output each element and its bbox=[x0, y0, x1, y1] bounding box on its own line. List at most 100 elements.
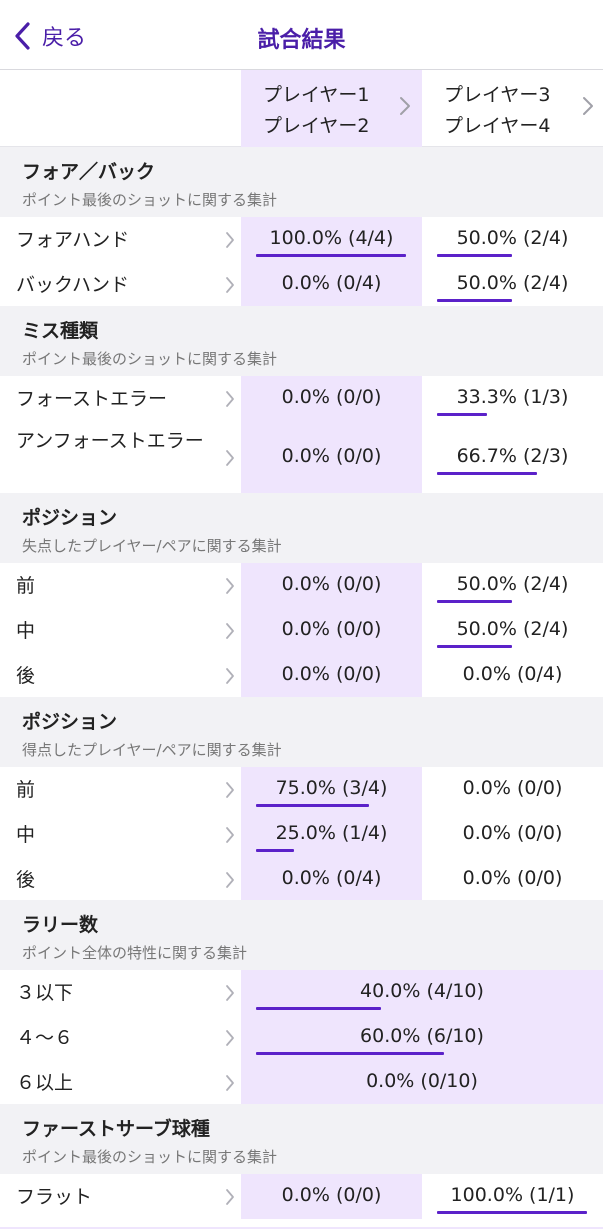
stat-cell: 0.0% (0/0) bbox=[422, 857, 603, 902]
stat-row[interactable]: 75.0% (3/4) 0.0% (0/0) 前 bbox=[0, 767, 603, 812]
row-label: 後 bbox=[16, 868, 36, 891]
stat-row[interactable]: 0.0% (0/0) 33.3% (1/3) フォーストエラー bbox=[0, 376, 603, 421]
player-column-team-2[interactable]: プレイヤー3 プレイヤー4 bbox=[422, 70, 603, 147]
stat-cell: 100.0% (1/1) bbox=[422, 1174, 603, 1219]
percentage-bar bbox=[256, 803, 369, 807]
section-subtitle: ポイント最後のショットに関する集計 bbox=[22, 1148, 278, 1166]
stat-value: 0.0% (0/0) bbox=[281, 385, 382, 408]
navigation-bar: 戻る 試合結果 bbox=[0, 0, 603, 70]
section-subtitle: 失点したプレイヤー/ペアに関する集計 bbox=[22, 537, 282, 555]
row-label: フォーストエラー bbox=[16, 387, 168, 410]
chevron-right-icon bbox=[583, 97, 593, 115]
stat-cell: 0.0% (0/4) bbox=[422, 653, 603, 698]
chevron-right-icon bbox=[226, 622, 234, 639]
stat-cell: 50.0% (2/4) bbox=[422, 217, 603, 262]
stat-value: 40.0% (4/10) bbox=[360, 979, 484, 1002]
back-label: 戻る bbox=[42, 26, 87, 51]
section-subtitle: ポイント最後のショットに関する集計 bbox=[22, 191, 278, 209]
chevron-left-icon bbox=[15, 22, 30, 50]
chevron-right-icon bbox=[226, 449, 234, 466]
stat-row[interactable]: 60.0% (6/10) ４〜６ bbox=[0, 1015, 603, 1060]
section-header: ファーストサーブ球種ポイント最後のショットに関する集計 bbox=[0, 1104, 603, 1174]
chevron-right-icon bbox=[226, 231, 234, 248]
stat-value: 50.0% (2/4) bbox=[456, 617, 569, 640]
stat-cell: 0.0% (0/0) bbox=[241, 421, 422, 494]
stat-value: 0.0% (0/0) bbox=[462, 821, 563, 844]
stat-row[interactable]: 0.0% (0/0) 100.0% (1/1) フラット bbox=[0, 1174, 603, 1219]
section-title: ファーストサーブ球種 bbox=[22, 1118, 210, 1140]
row-label: ６以上 bbox=[16, 1071, 74, 1094]
stat-value: 0.0% (0/0) bbox=[281, 1183, 382, 1206]
stat-row[interactable]: 0.0% (0/0) 66.7% (2/3) アンフォーストエラー bbox=[0, 421, 603, 494]
stat-row[interactable]: 0.0% (0/4) 50.0% (2/4) バックハンド bbox=[0, 262, 603, 307]
percentage-bar bbox=[437, 471, 537, 475]
percentage-bar bbox=[256, 253, 406, 257]
chevron-right-icon bbox=[226, 577, 234, 594]
section-header: ラリー数ポイント全体の特性に関する集計 bbox=[0, 900, 603, 970]
chevron-right-icon bbox=[226, 984, 234, 1001]
stat-row[interactable]: 0.0% (0/0) 50.0% (2/4) 前 bbox=[0, 563, 603, 608]
stat-value: 50.0% (2/4) bbox=[456, 226, 569, 249]
stat-row[interactable]: 40.0% (4/10) ３以下 bbox=[0, 970, 603, 1015]
stat-cell: 50.0% (2/4) bbox=[422, 563, 603, 608]
chevron-right-icon bbox=[226, 1029, 234, 1046]
section-header: ミス種類ポイント最後のショットに関する集計 bbox=[0, 306, 603, 376]
stat-value: 0.0% (0/4) bbox=[462, 662, 563, 685]
section-title: フォア／バック bbox=[22, 161, 156, 183]
stat-row[interactable]: 25.0% (1/4) 0.0% (0/0) 中 bbox=[0, 812, 603, 857]
section-header: フォア／バックポイント最後のショットに関する集計 bbox=[0, 147, 603, 217]
stat-value: 50.0% (2/4) bbox=[456, 572, 569, 595]
section-title: ポジション bbox=[22, 711, 118, 733]
percentage-bar bbox=[437, 1210, 587, 1214]
player-column-team-1[interactable]: プレイヤー1 プレイヤー2 bbox=[241, 70, 422, 148]
stat-value: 0.0% (0/0) bbox=[462, 866, 563, 889]
stat-cell: 0.0% (0/0) bbox=[241, 563, 422, 608]
stat-value: 0.0% (0/0) bbox=[281, 444, 382, 467]
section-header: ポジション 失点したプレイヤー/ペアに関する集計 bbox=[0, 493, 603, 563]
row-label: 後 bbox=[16, 664, 36, 687]
back-button[interactable]: 戻る bbox=[12, 18, 86, 54]
player-name: プレイヤー3 bbox=[444, 84, 551, 106]
row-label: 前 bbox=[16, 778, 36, 801]
stat-value: 66.7% (2/3) bbox=[456, 444, 569, 467]
row-label: 中 bbox=[16, 619, 36, 642]
row-label: バックハンド bbox=[16, 273, 130, 296]
stat-value: 0.0% (0/0) bbox=[281, 617, 382, 640]
row-label: ３以下 bbox=[16, 981, 74, 1004]
bottom-edge bbox=[0, 1227, 603, 1229]
chevron-right-icon bbox=[226, 1188, 234, 1205]
stat-row[interactable]: 100.0% (4/4) 50.0% (2/4) フォアハンド bbox=[0, 217, 603, 262]
section-title: ミス種類 bbox=[22, 320, 99, 342]
stat-row[interactable]: 0.0% (0/0) 0.0% (0/4) 後 bbox=[0, 653, 603, 698]
stat-cell: 25.0% (1/4) bbox=[241, 812, 422, 857]
stat-cell: 0.0% (0/0) bbox=[422, 767, 603, 812]
stat-cell: 0.0% (0/4) bbox=[241, 857, 422, 902]
row-label: 前 bbox=[16, 574, 36, 597]
percentage-bar bbox=[437, 599, 512, 603]
player-name: プレイヤー4 bbox=[444, 115, 551, 137]
chevron-right-icon bbox=[226, 781, 234, 798]
percentage-bar bbox=[437, 298, 512, 302]
chevron-right-icon bbox=[400, 97, 410, 115]
chevron-right-icon bbox=[226, 871, 234, 888]
stat-cell: 0.0% (0/0) bbox=[241, 376, 422, 421]
chevron-right-icon bbox=[226, 276, 234, 293]
stat-row[interactable]: 0.0% (0/10) ６以上 bbox=[0, 1060, 603, 1105]
stat-cell: 100.0% (4/4) bbox=[241, 217, 422, 262]
player-name: プレイヤー2 bbox=[263, 115, 370, 137]
player-name: プレイヤー1 bbox=[263, 84, 370, 106]
section-subtitle: ポイント全体の特性に関する集計 bbox=[22, 944, 248, 962]
stat-value: 0.0% (0/4) bbox=[281, 271, 382, 294]
stat-row[interactable]: 0.0% (0/0) 50.0% (2/4) 中 bbox=[0, 608, 603, 653]
section-title: ラリー数 bbox=[22, 914, 99, 936]
stat-cell: 0.0% (0/4) bbox=[241, 262, 422, 307]
stat-value: 50.0% (2/4) bbox=[456, 271, 569, 294]
section-subtitle: ポイント最後のショットに関する集計 bbox=[22, 350, 278, 368]
row-label: アンフォーストエラー bbox=[16, 430, 204, 452]
stat-row[interactable]: 0.0% (0/4) 0.0% (0/0) 後 bbox=[0, 857, 603, 902]
stat-cell: 75.0% (3/4) bbox=[241, 767, 422, 812]
row-label: フォアハンド bbox=[16, 228, 130, 251]
stat-value: 100.0% (4/4) bbox=[269, 226, 394, 249]
stat-cell: 0.0% (0/0) bbox=[241, 1174, 422, 1219]
